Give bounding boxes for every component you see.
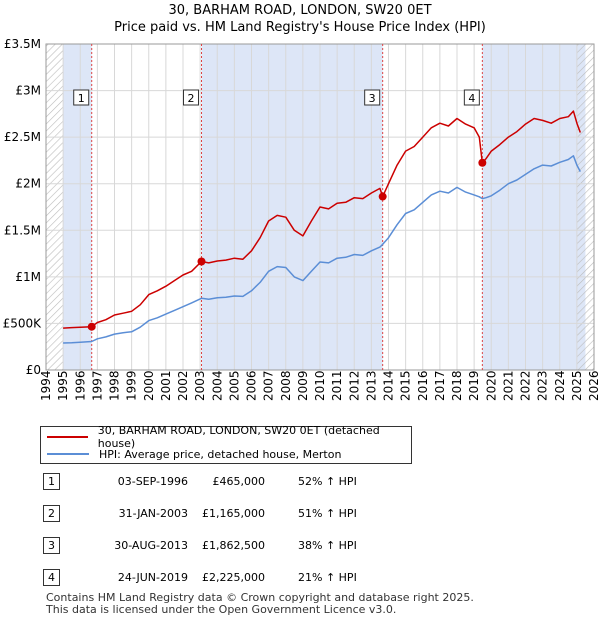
sale-number: 2 (43, 505, 60, 522)
chart-title-line2: Price paid vs. HM Land Registry's House … (114, 20, 486, 35)
chart-title-line1: 30, BARHAM ROAD, LONDON, SW20 0ET (168, 3, 432, 18)
x-tick-label: 2012 (347, 370, 361, 401)
hatched-period (46, 44, 64, 370)
legend-item-hpi: HPI: Average price, detached house, Mert… (41, 446, 341, 462)
sale-date: 31-JAN-2003 (118, 507, 188, 520)
sale-number: 1 (43, 473, 60, 490)
sale-point (197, 257, 206, 266)
y-tick-label: £1M (15, 270, 41, 284)
x-tick-label: 2004 (210, 370, 224, 401)
x-tick-label: 1999 (125, 370, 139, 401)
sale-row: 2 31-JAN-2003 £1,165,000 51% ↑ HPI (40, 502, 560, 522)
sale-marker-number: 1 (78, 92, 85, 105)
legend-swatch-property (47, 436, 88, 438)
x-tick-label: 2005 (227, 370, 241, 401)
sale-marker-number: 3 (369, 92, 376, 105)
sale-row: 1 03-SEP-1996 £465,000 52% ↑ HPI (40, 470, 560, 490)
sale-date: 24-JUN-2019 (117, 571, 188, 584)
y-tick-label: £1.5M (4, 223, 41, 237)
x-tick-label: 2003 (193, 370, 207, 401)
x-tick-label: 2010 (313, 370, 327, 401)
footer-attribution: Contains HM Land Registry data © Crown c… (46, 592, 474, 616)
x-tick-label: 2017 (433, 370, 447, 401)
x-tick-label: 2021 (501, 370, 515, 401)
hatched-period (576, 44, 594, 370)
sale-marker-box (182, 89, 199, 106)
shaded-period (201, 44, 383, 370)
x-tick-label: 1997 (90, 370, 104, 401)
x-tick-label: 2024 (553, 370, 567, 401)
x-tick-label: 2000 (142, 370, 156, 401)
y-tick-label: £2.5M (4, 130, 41, 144)
sale-hpi-change: 21% ↑ HPI (298, 571, 357, 584)
sale-marker-box (364, 89, 381, 106)
x-tick-label: 1995 (56, 370, 70, 401)
x-tick-label: 2019 (467, 370, 481, 401)
x-tick-label: 2025 (570, 370, 584, 401)
x-tick-label: 2018 (450, 370, 464, 401)
x-tick-label: 2008 (279, 370, 293, 401)
x-tick-label: 1996 (73, 370, 87, 401)
x-tick-label: 1998 (108, 370, 122, 401)
y-tick-label: £500K (3, 316, 43, 330)
x-tick-label: 2015 (399, 370, 413, 401)
sale-date: 03-SEP-1996 (117, 475, 188, 488)
y-tick-label: £3.5M (4, 37, 41, 51)
property-price-line (63, 110, 582, 329)
x-tick-label: 2007 (262, 370, 276, 401)
x-tick-label: 2020 (484, 370, 498, 401)
sale-marker-number: 4 (468, 92, 475, 105)
sale-date: 30-AUG-2013 (114, 539, 188, 552)
legend-swatch-hpi (47, 453, 89, 455)
sale-point (378, 192, 387, 201)
x-tick-label: 2011 (330, 370, 344, 401)
sale-price: £1,165,000 (202, 507, 265, 520)
footer-line-copyright: Contains HM Land Registry data © Crown c… (46, 591, 474, 604)
y-tick-label: £2M (15, 177, 41, 191)
footer-line-license: This data is licensed under the Open Gov… (46, 603, 397, 616)
x-tick-label: 2013 (364, 370, 378, 401)
sale-marker-number: 2 (187, 92, 194, 105)
plot-border (45, 43, 595, 371)
x-tick-label: 2006 (245, 370, 259, 401)
x-tick-label: 1994 (39, 370, 53, 401)
x-tick-label: 2016 (416, 370, 430, 401)
sale-price: £1,862,500 (202, 539, 265, 552)
sale-row: 3 30-AUG-2013 £1,862,500 38% ↑ HPI (40, 534, 560, 554)
legend-item-property: 30, BARHAM ROAD, LONDON, SW20 0ET (detac… (41, 424, 411, 450)
sale-number: 4 (43, 569, 60, 586)
x-tick-label: 2023 (536, 370, 550, 401)
x-tick-label: 2001 (159, 370, 173, 401)
sale-hpi-change: 38% ↑ HPI (298, 539, 357, 552)
sale-price: £465,000 (212, 475, 266, 488)
legend-label-hpi: HPI: Average price, detached house, Mert… (99, 447, 342, 461)
shaded-period (482, 44, 586, 370)
chart-legend: 30, BARHAM ROAD, LONDON, SW20 0ET (detac… (40, 424, 412, 464)
hpi-line (63, 155, 581, 344)
sale-point (87, 322, 96, 331)
sale-marker-box (73, 89, 90, 106)
sale-hpi-change: 52% ↑ HPI (298, 475, 357, 488)
legend-label-property: 30, BARHAM ROAD, LONDON, SW20 0ET (detac… (97, 424, 380, 450)
sale-point (478, 158, 487, 167)
x-tick-label: 2022 (519, 370, 533, 401)
sale-marker-box (463, 89, 480, 106)
sale-row: 4 24-JUN-2019 £2,225,000 21% ↑ HPI (40, 566, 560, 586)
x-tick-label: 2002 (176, 370, 190, 401)
x-tick-label: 2026 (587, 370, 600, 401)
y-tick-label: £3M (15, 84, 41, 98)
sale-hpi-change: 51% ↑ HPI (298, 507, 357, 520)
x-tick-label: 2009 (296, 370, 310, 401)
x-tick-label: 2014 (382, 370, 396, 401)
y-tick-label: £0 (26, 363, 41, 377)
sale-price: £2,225,000 (202, 571, 265, 584)
sale-number: 3 (43, 537, 60, 554)
